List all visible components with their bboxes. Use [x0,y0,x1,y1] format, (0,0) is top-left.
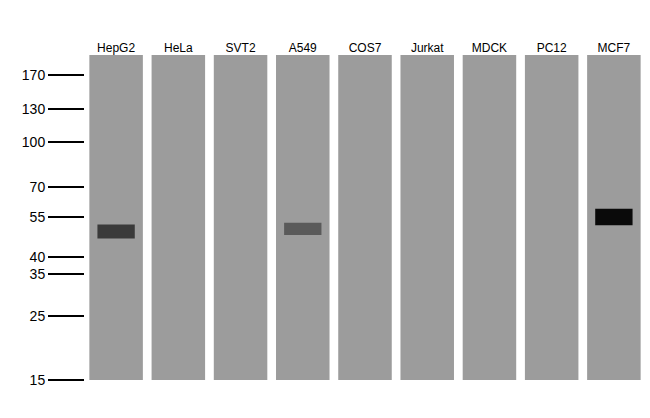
svg-text:70: 70 [30,179,46,195]
svg-text:130: 130 [22,101,46,117]
svg-text:HepG2: HepG2 [97,41,135,55]
svg-text:40: 40 [30,249,46,265]
svg-text:MDCK: MDCK [472,41,507,55]
svg-text:MCF7: MCF7 [598,41,631,55]
svg-text:SVT2: SVT2 [226,41,256,55]
svg-text:25: 25 [30,308,46,324]
svg-text:15: 15 [30,372,46,388]
svg-text:COS7: COS7 [349,41,382,55]
svg-text:100: 100 [22,134,46,150]
svg-text:170: 170 [22,67,46,83]
svg-text:55: 55 [30,209,46,225]
svg-text:35: 35 [30,266,46,282]
svg-text:PC12: PC12 [537,41,567,55]
svg-text:A549: A549 [289,41,317,55]
svg-text:Jurkat: Jurkat [411,41,444,55]
svg-text:HeLa: HeLa [164,41,193,55]
